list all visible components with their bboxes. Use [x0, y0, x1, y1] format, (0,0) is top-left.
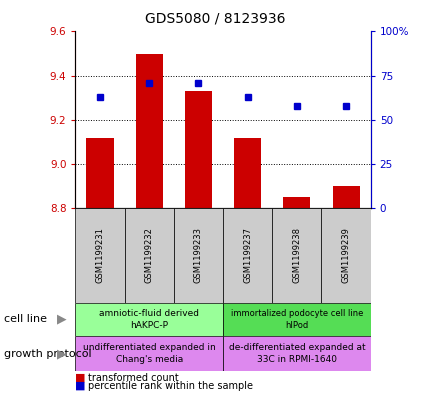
Text: GDS5080 / 8123936: GDS5080 / 8123936 [145, 12, 285, 26]
Bar [223, 208, 272, 303]
Text: ■: ■ [75, 381, 86, 391]
Bar [184, 91, 212, 208]
Bar [283, 197, 310, 208]
Bar [135, 53, 163, 208]
Bar [332, 186, 359, 208]
Text: GSM1199239: GSM1199239 [341, 228, 350, 283]
Text: GSM1199233: GSM1199233 [194, 228, 203, 283]
Bar [86, 138, 113, 208]
Text: transformed count: transformed count [88, 373, 179, 383]
Bar [173, 208, 223, 303]
Text: amniotic-fluid derived
hAKPC-P: amniotic-fluid derived hAKPC-P [99, 309, 199, 330]
Text: ■: ■ [75, 373, 86, 383]
Text: growth protocol: growth protocol [4, 349, 92, 359]
Bar [124, 208, 173, 303]
Bar [321, 208, 370, 303]
Bar [75, 303, 223, 336]
Bar [272, 208, 321, 303]
Text: de-differentiated expanded at
33C in RPMI-1640: de-differentiated expanded at 33C in RPM… [228, 343, 364, 364]
Bar [75, 208, 124, 303]
Bar [233, 138, 261, 208]
Text: GSM1199232: GSM1199232 [144, 228, 154, 283]
Bar [223, 336, 370, 371]
Text: GSM1199231: GSM1199231 [95, 228, 104, 283]
Text: immortalized podocyte cell line
hIPod: immortalized podocyte cell line hIPod [230, 309, 362, 330]
Text: ▶: ▶ [57, 313, 67, 326]
Bar [223, 303, 370, 336]
Text: ▶: ▶ [57, 347, 67, 360]
Bar [75, 336, 223, 371]
Text: cell line: cell line [4, 314, 47, 324]
Text: GSM1199237: GSM1199237 [243, 228, 252, 283]
Text: GSM1199238: GSM1199238 [292, 228, 301, 283]
Text: undifferentiated expanded in
Chang's media: undifferentiated expanded in Chang's med… [83, 343, 215, 364]
Text: percentile rank within the sample: percentile rank within the sample [88, 381, 253, 391]
